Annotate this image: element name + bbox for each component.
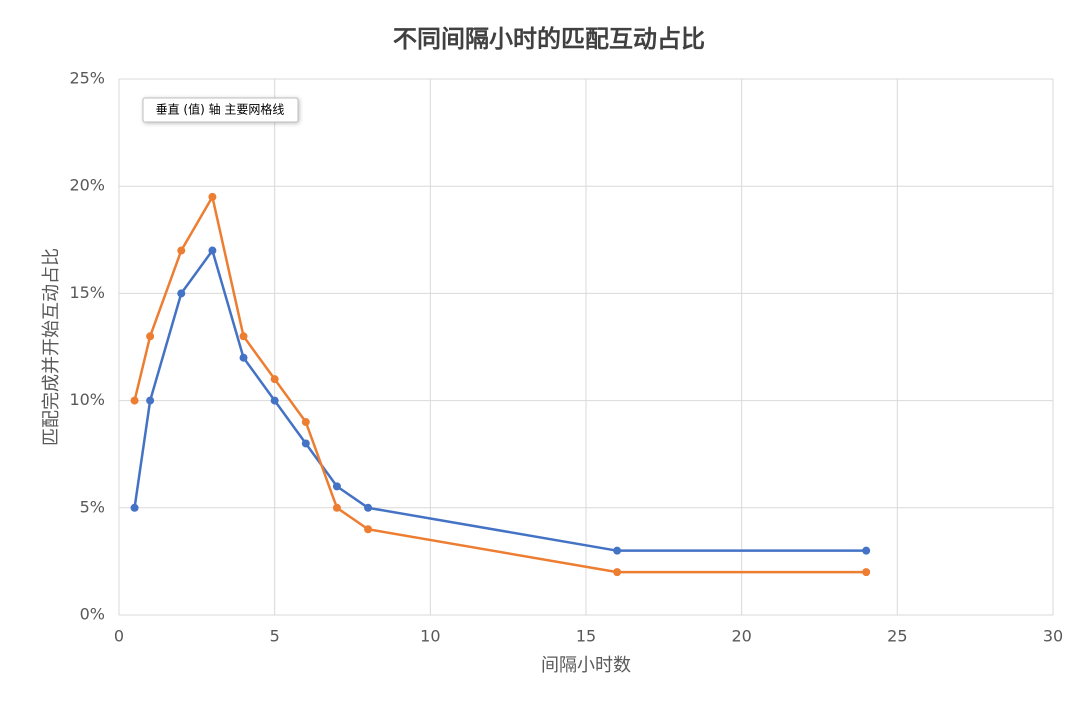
y-axis-label: 匹配完成并开始互动占比 [41,248,62,446]
x-tick-label: 25 [887,627,907,646]
chart-title: 不同间隔小时的匹配互动占比 [393,25,705,53]
y-tick-label: 15% [69,283,105,302]
data-point [364,525,373,534]
x-tick-label: 10 [420,627,440,646]
data-point [130,503,139,512]
y-tick-label: 0% [80,605,105,624]
y-tick-label: 5% [80,497,105,516]
data-point [177,289,186,298]
data-point [208,246,217,255]
data-point [208,192,217,201]
data-point [613,546,622,555]
tooltip-box [142,97,299,123]
data-point [146,332,155,341]
data-point [177,246,186,255]
data-point [364,503,373,512]
x-tick-label: 5 [270,627,280,646]
data-point [270,375,279,384]
data-point [301,418,310,427]
data-point [613,568,622,577]
data-point [270,396,279,405]
x-tick-label: 0 [114,627,124,646]
data-point [332,503,341,512]
data-point [301,439,310,448]
data-point [239,353,248,362]
y-tick-label: 20% [69,176,105,195]
x-tick-label: 20 [731,627,751,646]
x-tick-label: 15 [576,627,596,646]
y-tick-label: 25% [69,69,105,88]
plot-area: 0% 5% 10% 15% 20% 25% 0 5 10 15 20 25 30 [69,69,1063,646]
x-axis-label: 间隔小时数 [541,655,631,676]
series-line [133,195,867,574]
y-tick-label: 10% [69,390,105,409]
data-point [130,396,139,405]
data-point [862,546,871,555]
tooltip: 垂直 (值) 轴 主要网格线 [156,102,285,117]
data-point [239,332,248,341]
data-point [332,482,341,491]
data-point [862,568,871,577]
data-point [146,396,155,405]
x-tick-label: 30 [1043,627,1063,646]
